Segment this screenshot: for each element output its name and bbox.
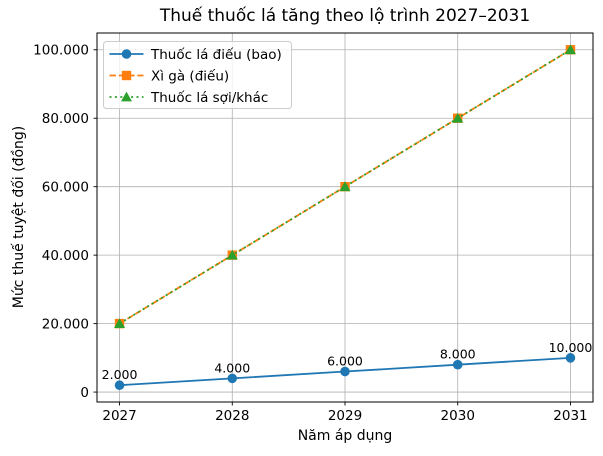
x-tick-label: 2029 [328,408,362,424]
y-axis-label: Mức thuế tuyệt đối (đồng) [11,125,27,309]
x-tick-label: 2027 [102,408,136,424]
data-label: 10.000 [549,340,593,355]
series-line [119,49,571,325]
y-tick-label: 60.000 [42,179,89,195]
x-tick-label: 2030 [441,408,475,424]
data-point-marker [452,112,464,123]
legend-label: Thuốc lá điếu (bao) [150,46,282,63]
data-point-marker [452,359,463,370]
data-point-marker [227,373,238,384]
legend-marker-icon [121,91,132,102]
data-point-marker [565,353,576,363]
data-point-marker [564,44,576,55]
legend-marker-icon [121,70,132,81]
axes-frame [96,32,594,403]
data-point-marker [226,249,238,260]
x-tick-label: 2028 [215,408,249,424]
legend-box [103,41,292,109]
x-tick-label: 2031 [553,408,587,424]
legend-label: Thuốc lá sợi/khác [150,89,268,106]
data-label: 2.000 [102,367,138,382]
data-point-marker [339,181,351,192]
data-point-marker [114,380,125,391]
y-tick-label: 100.000 [33,43,89,59]
data-label: 6.000 [327,354,363,369]
data-point-marker [340,366,350,377]
legend-label: Xì gà (điếu) [151,67,229,84]
y-tick-label: 80.000 [42,111,89,127]
chart-title: Thuế thuốc lá tăng theo lộ trình 2027–20… [159,6,531,26]
data-label: 4.000 [214,360,250,375]
data-label: 8.000 [440,347,476,362]
legend-marker-icon [121,49,132,59]
y-tick-label: 0 [80,385,89,401]
data-point-marker [114,318,126,329]
y-tick-label: 40.000 [42,248,89,264]
y-tick-label: 20.000 [42,316,89,332]
x-axis-label: Năm áp dụng [297,428,393,444]
